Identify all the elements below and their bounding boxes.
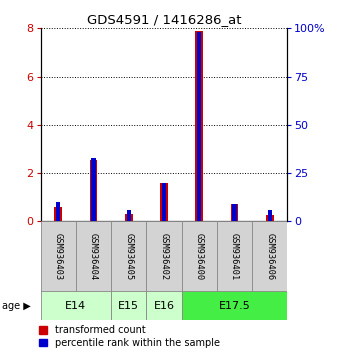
Text: age ▶: age ▶ <box>2 301 30 311</box>
Bar <box>197 32 201 221</box>
FancyBboxPatch shape <box>146 221 182 292</box>
Text: GSM936402: GSM936402 <box>160 233 168 280</box>
FancyBboxPatch shape <box>41 291 111 320</box>
Bar <box>231 204 238 221</box>
Text: E16: E16 <box>153 301 174 311</box>
Text: GSM936400: GSM936400 <box>195 233 204 280</box>
Title: GDS4591 / 1416286_at: GDS4591 / 1416286_at <box>87 13 241 26</box>
FancyBboxPatch shape <box>146 291 182 320</box>
Text: GSM936401: GSM936401 <box>230 233 239 280</box>
FancyBboxPatch shape <box>111 291 146 320</box>
FancyBboxPatch shape <box>182 291 287 320</box>
FancyBboxPatch shape <box>217 221 252 292</box>
FancyBboxPatch shape <box>76 221 111 292</box>
Bar <box>195 31 203 221</box>
Bar <box>54 207 62 221</box>
Bar <box>268 210 272 221</box>
Bar <box>162 183 166 221</box>
Bar <box>232 204 237 221</box>
Text: E15: E15 <box>118 301 139 311</box>
Bar <box>125 214 132 221</box>
Legend: transformed count, percentile rank within the sample: transformed count, percentile rank withi… <box>39 325 220 348</box>
FancyBboxPatch shape <box>252 221 287 292</box>
Bar <box>56 202 60 221</box>
Text: E14: E14 <box>65 301 87 311</box>
FancyBboxPatch shape <box>41 221 76 292</box>
Text: GSM936404: GSM936404 <box>89 233 98 280</box>
Bar <box>266 215 273 221</box>
Text: GSM936406: GSM936406 <box>265 233 274 280</box>
Bar <box>126 210 131 221</box>
Bar <box>91 158 96 221</box>
Text: E17.5: E17.5 <box>219 301 250 311</box>
FancyBboxPatch shape <box>182 221 217 292</box>
Bar <box>90 160 97 221</box>
FancyBboxPatch shape <box>111 221 146 292</box>
Text: GSM936405: GSM936405 <box>124 233 133 280</box>
Text: GSM936403: GSM936403 <box>54 233 63 280</box>
Bar <box>160 183 168 221</box>
